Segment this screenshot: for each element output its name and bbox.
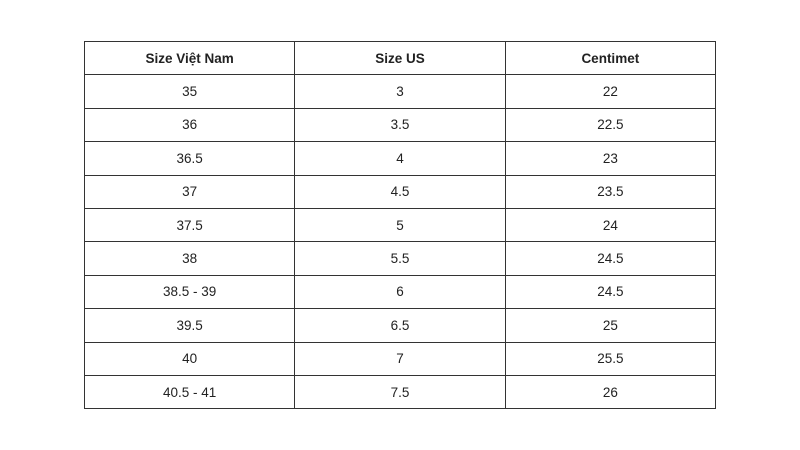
cell-centimet: 25.5 — [504, 341, 717, 376]
cell-centimet: 26 — [504, 374, 717, 410]
cell-size-us: 5 — [294, 207, 506, 243]
cell-size-vn: 39.5 — [83, 308, 296, 343]
cell-centimet: 23 — [504, 141, 717, 176]
cell-centimet: 23.5 — [504, 174, 717, 209]
cell-centimet: 22.5 — [504, 107, 717, 143]
header-centimet: Centimet — [504, 40, 717, 76]
cell-size-vn: 40 — [83, 341, 296, 376]
header-size-vn: Size Việt Nam — [83, 40, 296, 76]
cell-centimet: 24.5 — [504, 241, 717, 276]
table-row: 37 4.5 23.5 — [83, 174, 717, 209]
table-row: 37.5 5 24 — [83, 207, 717, 243]
cell-size-us: 6 — [294, 274, 506, 310]
cell-centimet: 24.5 — [504, 274, 717, 310]
cell-size-us: 5.5 — [294, 241, 506, 276]
cell-size-vn: 38.5 - 39 — [83, 274, 296, 310]
cell-size-vn: 40.5 - 41 — [83, 374, 296, 410]
cell-size-vn: 36.5 — [83, 141, 296, 176]
table-row: 35 3 22 — [83, 74, 717, 109]
table-row: 40 7 25.5 — [83, 341, 717, 376]
table-row: 40.5 - 41 7.5 26 — [83, 374, 717, 410]
cell-size-vn: 38 — [83, 241, 296, 276]
table-row: 38.5 - 39 6 24.5 — [83, 274, 717, 310]
cell-size-us: 3 — [294, 74, 506, 109]
table-row: 36 3.5 22.5 — [83, 107, 717, 143]
cell-centimet: 24 — [504, 207, 717, 243]
cell-size-us: 3.5 — [294, 107, 506, 143]
cell-centimet: 25 — [504, 308, 717, 343]
cell-size-us: 4 — [294, 141, 506, 176]
table-row: 38 5.5 24.5 — [83, 241, 717, 276]
cell-size-us: 7 — [294, 341, 506, 376]
table-row: 39.5 6.5 25 — [83, 308, 717, 343]
size-chart-table: Size Việt Nam Size US Centimet 35 3 22 36 3.… — [83, 40, 717, 410]
cell-size-vn: 36 — [83, 107, 296, 143]
cell-centimet: 22 — [504, 74, 717, 109]
header-row: Size Việt Nam Size US Centimet — [83, 40, 717, 76]
cell-size-vn: 37.5 — [83, 207, 296, 243]
cell-size-vn: 35 — [83, 74, 296, 109]
cell-size-us: 4.5 — [294, 174, 506, 209]
cell-size-vn: 37 — [83, 174, 296, 209]
cell-size-us: 7.5 — [294, 374, 506, 410]
table-row: 36.5 4 23 — [83, 141, 717, 176]
cell-size-us: 6.5 — [294, 308, 506, 343]
header-size-us: Size US — [294, 40, 506, 76]
